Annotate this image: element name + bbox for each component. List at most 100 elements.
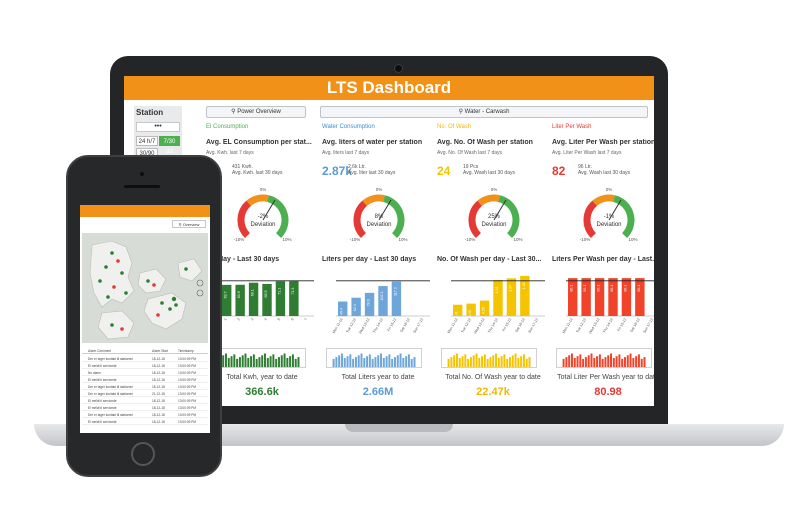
x-tick-label: Thu 14-12 xyxy=(602,318,614,334)
bar-data-label: 102.1 xyxy=(380,292,384,301)
header-alarm-comment[interactable]: Alarm Comment xyxy=(88,349,112,353)
phone-speaker xyxy=(124,185,160,188)
table-row[interactable]: El meldt ti servicede 18-12-18 13:00:09 … xyxy=(82,377,208,383)
gauge-tick-label: -10% xyxy=(580,237,591,242)
mini-bar xyxy=(640,358,643,367)
bar-chart[interactable]: 49.4 Mon 11-12 62.4 Tue 12-12 78.9 Wed 13-12 1… xyxy=(322,264,434,340)
overview-button[interactable]: ⚲ Overview xyxy=(172,220,206,228)
mini-bar xyxy=(244,353,247,367)
filter-24h[interactable]: 24 h/7 dd xyxy=(136,136,158,155)
home-button[interactable] xyxy=(131,442,155,466)
mini-trend-chart[interactable] xyxy=(441,348,537,368)
x-tick-label: 2 xyxy=(237,318,241,322)
timestamp: 13:00:09 PM xyxy=(178,357,197,361)
mini-trend-chart[interactable] xyxy=(556,348,652,368)
power-overview-button[interactable]: ⚲ Power Overview xyxy=(206,106,306,118)
mini-bar xyxy=(360,353,363,367)
mini-bar xyxy=(489,357,492,367)
bar xyxy=(338,301,348,316)
deviation-gauge[interactable]: 8% Deviation 0% -10% 10% xyxy=(347,186,411,242)
gauge-segment xyxy=(246,194,269,207)
bar xyxy=(520,275,530,316)
zoom-controls[interactable] xyxy=(196,279,204,297)
kpi-subtitle: Avg. liters last 7 days xyxy=(322,150,370,156)
total-label: Total Liters year to date xyxy=(341,374,415,381)
mini-bar xyxy=(517,358,520,367)
filter-7-30[interactable]: 7/30 dd xyxy=(159,136,180,155)
bar xyxy=(248,282,259,316)
alarm-table: Alarm Comment Alarm Start Timestamp Der … xyxy=(82,348,208,433)
bar xyxy=(235,284,245,316)
mini-bar xyxy=(478,358,481,367)
mini-bar xyxy=(596,356,599,367)
bar xyxy=(621,278,632,316)
kpi-unit: 19 Pcs Avg. Wash last 30 days xyxy=(463,164,515,176)
deviation-gauge[interactable]: 25% Deviation 0% -10% 10% xyxy=(462,186,526,242)
mini-bar xyxy=(399,353,402,367)
alarm-comment: Der er lager kontakt til stationen xyxy=(88,357,134,361)
station-map[interactable] xyxy=(82,233,208,343)
kpi-subtitle: Avg. No. Of Wash last 7 days xyxy=(437,150,503,156)
mini-bar xyxy=(346,356,349,367)
bar-data-label: 68.1 xyxy=(251,289,255,296)
mini-bar xyxy=(413,357,416,367)
table-row[interactable]: No alarm 18-12-18 13:00:09 PM xyxy=(82,370,208,376)
table-row[interactable]: El meldt ti servicede 18-12-18 13:00:09 … xyxy=(82,398,208,404)
alarm-start: 18-12-18 xyxy=(152,357,165,361)
category-label: Water Consumption xyxy=(322,124,375,130)
table-row[interactable]: Der er lager kontakt til stationen 18-12… xyxy=(82,356,208,362)
power-overview-label: Power Overview xyxy=(237,109,281,115)
deviation-gauge[interactable]: -2% Deviation 0% -10% 10% xyxy=(231,186,295,242)
header-alarm-start[interactable]: Alarm Start xyxy=(152,349,168,353)
x-tick-label: Mon 11-12 xyxy=(562,318,574,335)
mini-bar xyxy=(568,355,571,367)
gauge-segment xyxy=(237,200,252,239)
bar-data-label: 86.1 xyxy=(570,285,574,292)
x-tick-label: Wed 13-12 xyxy=(588,318,600,335)
alarm-comment: Der er lager kontakt til stationen xyxy=(88,385,134,389)
mini-bar xyxy=(511,355,514,367)
bar-chart[interactable]: 63.7 1 63.9 2 68.1 3 65.5 4 71.1 5 71.3 6 7 xyxy=(206,264,318,340)
table-row[interactable]: El meldt ti servicede 18-12-18 13:00:09 … xyxy=(82,405,208,411)
mini-bar xyxy=(522,354,525,367)
header-timestamp[interactable]: Timestamp xyxy=(178,349,194,353)
map-markers[interactable] xyxy=(98,251,188,331)
gauge-tick-label: 0% xyxy=(376,187,383,192)
x-tick-label: 6 xyxy=(290,318,294,322)
bar xyxy=(351,297,361,316)
bar-data-label: 1.46 xyxy=(522,282,526,289)
mini-bar xyxy=(264,353,267,367)
deviation-gauge[interactable]: -1% Deviation 0% -10% 10% xyxy=(577,186,641,242)
mini-bar xyxy=(607,355,610,367)
table-row[interactable]: Der er lager kontakt til stationen 18-12… xyxy=(82,384,208,390)
total-label: Total Liter Per Wash year to date xyxy=(557,374,654,381)
station-select[interactable]: ••• xyxy=(136,122,180,132)
mini-bar xyxy=(247,358,250,367)
bar xyxy=(506,278,517,316)
bar-chart[interactable]: 86.1 Mon 11-12 86.1 Tue 12-12 86.1 Wed 13-12 8… xyxy=(552,264,654,340)
bar xyxy=(262,283,272,316)
table-row[interactable]: Der er lager kontakt til stationen 18-12… xyxy=(82,412,208,418)
mini-bar xyxy=(252,354,255,367)
kpi-value: 24 xyxy=(437,164,451,178)
water-carwash-button[interactable]: ⚲ Water - Carwash xyxy=(320,106,648,118)
mini-bar xyxy=(632,358,635,367)
camera-icon xyxy=(394,64,403,73)
bar xyxy=(608,278,618,316)
table-row[interactable]: El meldt ti servicede 18-12-18 13:00:09 … xyxy=(82,419,208,425)
bar xyxy=(493,279,503,316)
mini-bar xyxy=(475,353,478,367)
bar-data-label: 86.1 xyxy=(597,285,601,292)
mini-bar xyxy=(332,358,335,367)
mini-bar xyxy=(261,355,264,367)
mini-bar xyxy=(486,358,489,367)
bar xyxy=(594,278,605,316)
bar xyxy=(635,278,645,316)
mini-trend-chart[interactable] xyxy=(210,348,306,368)
table-row[interactable]: Der er lager kontakt til stationen 21-12… xyxy=(82,391,208,397)
table-row[interactable]: El meldt ti servicede 18-12-18 13:00:09 … xyxy=(82,363,208,369)
mini-trend-chart[interactable] xyxy=(326,348,422,368)
mini-bar xyxy=(464,354,467,367)
mini-bar xyxy=(587,355,590,367)
